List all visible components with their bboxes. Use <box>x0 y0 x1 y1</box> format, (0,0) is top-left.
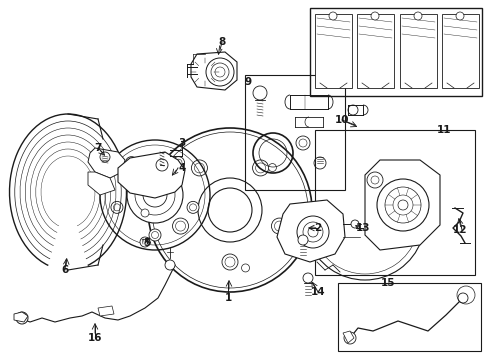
Polygon shape <box>88 148 125 178</box>
Text: 13: 13 <box>355 223 369 233</box>
Circle shape <box>370 12 378 20</box>
Circle shape <box>241 264 249 272</box>
Polygon shape <box>88 172 115 195</box>
Circle shape <box>111 201 122 213</box>
Circle shape <box>207 188 251 232</box>
Circle shape <box>141 209 149 217</box>
Circle shape <box>350 220 358 228</box>
Circle shape <box>296 216 328 248</box>
Polygon shape <box>441 14 478 88</box>
Polygon shape <box>342 331 353 343</box>
Circle shape <box>303 273 312 283</box>
Circle shape <box>156 159 168 171</box>
Circle shape <box>252 86 266 100</box>
Circle shape <box>295 136 309 150</box>
Circle shape <box>172 218 188 234</box>
Text: 6: 6 <box>61 265 68 275</box>
Text: 15: 15 <box>380 278 394 288</box>
Polygon shape <box>364 160 439 250</box>
Text: 2: 2 <box>314 223 321 233</box>
Text: 8: 8 <box>218 37 225 47</box>
Circle shape <box>164 260 175 270</box>
Circle shape <box>271 218 287 234</box>
Circle shape <box>140 237 150 247</box>
Circle shape <box>457 293 467 303</box>
Circle shape <box>307 227 317 237</box>
Circle shape <box>413 12 421 20</box>
Bar <box>314 130 474 275</box>
Circle shape <box>284 221 291 230</box>
Circle shape <box>142 183 167 207</box>
Polygon shape <box>191 52 237 90</box>
Circle shape <box>297 235 307 245</box>
Circle shape <box>397 200 407 210</box>
Text: 3: 3 <box>178 138 185 148</box>
Circle shape <box>205 58 234 86</box>
Text: 16: 16 <box>87 333 102 343</box>
Circle shape <box>347 105 357 115</box>
Text: 9: 9 <box>244 77 251 87</box>
Polygon shape <box>14 312 28 322</box>
Text: 1: 1 <box>224 293 231 303</box>
Polygon shape <box>314 14 351 88</box>
Circle shape <box>191 160 207 176</box>
Polygon shape <box>98 306 114 316</box>
Text: 11: 11 <box>436 125 450 135</box>
Polygon shape <box>399 14 436 88</box>
Circle shape <box>376 179 428 231</box>
Text: 14: 14 <box>310 287 325 297</box>
Circle shape <box>16 312 28 324</box>
Circle shape <box>222 254 238 270</box>
Circle shape <box>100 152 110 162</box>
Text: 10: 10 <box>334 115 348 125</box>
Polygon shape <box>356 14 393 88</box>
Text: 7: 7 <box>94 143 102 153</box>
Bar <box>337 283 480 351</box>
Circle shape <box>172 157 184 168</box>
Circle shape <box>455 12 463 20</box>
Circle shape <box>127 167 183 223</box>
Circle shape <box>313 157 325 169</box>
Polygon shape <box>118 152 184 198</box>
Bar <box>309 8 481 96</box>
Circle shape <box>366 172 382 188</box>
Circle shape <box>142 176 151 184</box>
Circle shape <box>186 201 199 213</box>
Text: 5: 5 <box>143 238 150 248</box>
Circle shape <box>125 157 137 168</box>
Polygon shape <box>276 200 345 262</box>
Circle shape <box>268 163 276 172</box>
Circle shape <box>252 160 268 176</box>
Circle shape <box>328 12 336 20</box>
Text: 12: 12 <box>452 225 467 235</box>
Circle shape <box>343 332 355 344</box>
Bar <box>244 75 345 190</box>
Circle shape <box>149 229 161 241</box>
Text: 4: 4 <box>178 163 185 173</box>
